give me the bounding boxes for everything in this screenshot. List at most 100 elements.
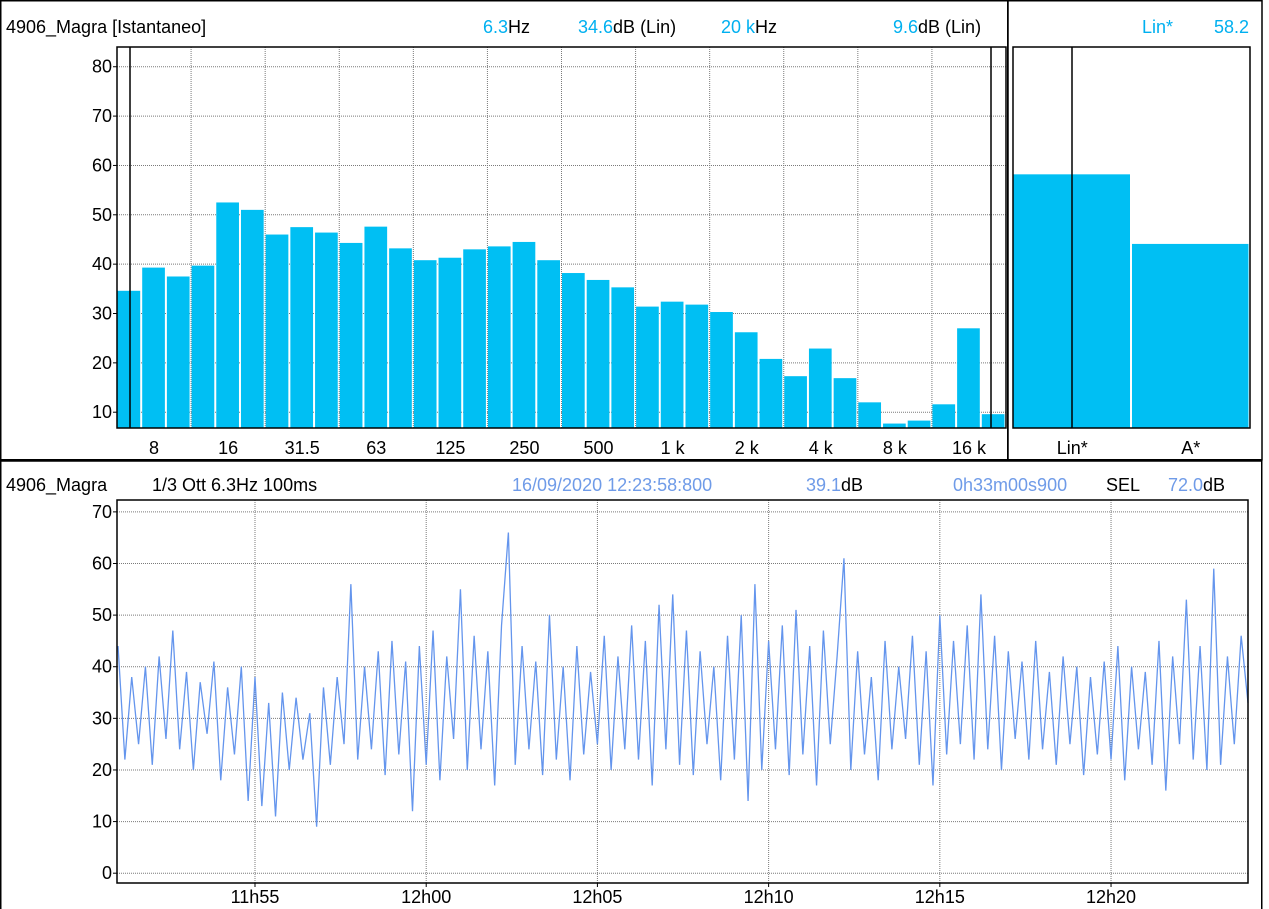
readout-part: dB: [841, 475, 863, 495]
bar: [710, 312, 733, 428]
bar: [216, 202, 239, 428]
y-tick-label: 60: [92, 155, 112, 175]
bar: [562, 273, 585, 428]
overall-panel: [1007, 0, 1263, 461]
bar: [191, 265, 215, 428]
bar: [364, 226, 388, 428]
y-tick-label: 0: [102, 863, 112, 883]
x-tick-label: 12h00: [401, 887, 451, 907]
readout: 34.6dB (Lin): [578, 17, 676, 37]
bar: [463, 249, 486, 428]
readout-part: dB: [1203, 475, 1225, 495]
y-tick-label: 70: [92, 502, 112, 522]
bar: [339, 242, 363, 428]
plot-frame: [1012, 46, 1251, 429]
readout: 16/09/2020 12:23:58:800: [512, 475, 712, 495]
readout-part: 9.6: [893, 17, 918, 37]
bar: [957, 328, 980, 428]
bar: [833, 378, 857, 428]
bar: [240, 209, 264, 428]
y-tick-label: 30: [92, 708, 112, 728]
level-trace: [117, 532, 1249, 827]
bar: [907, 420, 931, 428]
bar: [413, 260, 437, 428]
bar: [858, 402, 882, 428]
x-tick-label: 12h05: [572, 887, 622, 907]
y-tick-label: 70: [92, 106, 112, 126]
bar: [660, 301, 684, 428]
x-tick-label: Lin*: [1057, 438, 1088, 458]
y-tick-label: 30: [92, 304, 112, 324]
x-tick-label: A*: [1181, 438, 1200, 458]
y-tick-label: 20: [92, 760, 112, 780]
y-tick-label: 40: [92, 657, 112, 677]
bar: [784, 376, 807, 428]
bar: [685, 304, 709, 428]
bar: [117, 290, 141, 428]
x-tick-label: 16 k: [952, 438, 987, 458]
x-tick-label: 125: [435, 438, 465, 458]
readout-part: SEL: [1106, 475, 1140, 495]
bar: [166, 276, 190, 428]
readout-part: Lin*: [1142, 17, 1173, 37]
bar: [487, 246, 511, 428]
bar: [537, 260, 560, 428]
readout-part: 72.0: [1168, 475, 1203, 495]
bar: [389, 248, 412, 428]
readout-part: 0h33m00s900: [953, 475, 1067, 495]
readout-part: dB (Lin): [613, 17, 676, 37]
readout-part: Hz: [508, 17, 530, 37]
y-tick-label: 80: [92, 57, 112, 77]
readout-part: 16/09/2020 12:23:58:800: [512, 475, 712, 495]
readout: 39.1dB: [806, 475, 863, 495]
readout-part: dB (Lin): [918, 17, 981, 37]
readout-part: 34.6: [578, 17, 613, 37]
bar: [883, 423, 906, 428]
readout: 6.3Hz: [483, 17, 530, 37]
y-tick-label: 20: [92, 353, 112, 373]
x-tick-label: 12h10: [744, 887, 794, 907]
readout-part: Hz: [755, 17, 777, 37]
bar: [438, 257, 462, 428]
bar: [1132, 243, 1249, 428]
panel-title: 4906_Magra [Istantaneo]: [6, 17, 206, 38]
x-tick-label: 63: [366, 438, 386, 458]
bar: [290, 227, 314, 428]
bar: [586, 279, 610, 428]
panel-title: 4906_Magra: [6, 475, 108, 496]
y-tick-label: 10: [92, 812, 112, 832]
x-tick-label: 31.5: [285, 438, 320, 458]
bar: [512, 241, 536, 428]
readout: 58.2: [1214, 17, 1249, 37]
x-tick-label: 8 k: [883, 438, 908, 458]
readout: SEL: [1106, 475, 1140, 495]
y-tick-label: 50: [92, 205, 112, 225]
x-tick-label: 12h20: [1086, 887, 1136, 907]
plot-frame: [116, 46, 1007, 429]
x-tick-label: 11h55: [231, 887, 280, 907]
bar: [932, 404, 956, 428]
x-tick-label: 500: [584, 438, 614, 458]
y-tick-label: 10: [92, 402, 112, 422]
bar: [265, 234, 289, 428]
bar: [759, 358, 783, 428]
panel-subtitle: 1/3 Ott 6.3Hz 100ms: [152, 475, 317, 495]
readout-part: 39.1: [806, 475, 841, 495]
x-tick-label: 250: [509, 438, 539, 458]
readout: 0h33m00s900: [953, 475, 1067, 495]
x-tick-label: 12h15: [915, 887, 965, 907]
x-tick-label: 8: [149, 438, 159, 458]
readout-part: 20 k: [721, 17, 756, 37]
x-tick-label: 16: [218, 438, 238, 458]
bar: [981, 414, 1005, 428]
bar: [734, 332, 758, 428]
bar: [808, 348, 832, 428]
y-tick-label: 40: [92, 254, 112, 274]
x-tick-label: 2 k: [735, 438, 760, 458]
bar: [636, 306, 659, 428]
readout-part: 58.2: [1214, 17, 1249, 37]
bar: [142, 267, 165, 428]
y-tick-label: 50: [92, 605, 112, 625]
x-tick-label: 1 k: [661, 438, 686, 458]
